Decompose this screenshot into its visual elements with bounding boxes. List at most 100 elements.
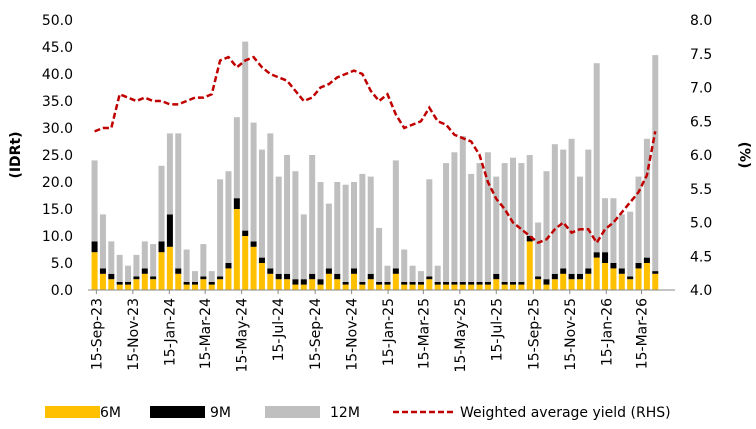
- bar: [417, 281, 424, 285]
- bar: [275, 176, 282, 274]
- bar: [125, 265, 132, 282]
- bar: [551, 273, 558, 280]
- bar: [443, 284, 450, 290]
- y2-tick-label: 6.0: [690, 148, 712, 164]
- x-tick-label: 15-Jan-25: [381, 298, 397, 366]
- bar: [384, 265, 391, 282]
- bar: [342, 281, 349, 285]
- bar: [618, 214, 625, 269]
- bar: [351, 268, 358, 274]
- legend-label: 12M: [330, 405, 360, 421]
- bar: [191, 281, 198, 285]
- x-tick-label: 15-Jul-25: [489, 298, 505, 361]
- bar: [258, 149, 265, 258]
- bar: [434, 265, 441, 282]
- bar: [300, 279, 307, 285]
- bar: [275, 279, 282, 290]
- bar: [233, 117, 240, 199]
- x-tick-label: 15-Nov-25: [563, 298, 579, 371]
- bar: [200, 276, 207, 280]
- y-axis-title: (IDRt): [8, 131, 24, 178]
- bar: [501, 281, 508, 285]
- bar: [125, 281, 132, 285]
- bar: [91, 252, 98, 290]
- bar: [610, 268, 617, 290]
- bar: [560, 149, 567, 269]
- bar: [150, 276, 157, 280]
- bar: [602, 252, 609, 263]
- bar: [652, 55, 659, 272]
- bar: [284, 155, 291, 274]
- bar: [133, 279, 140, 290]
- bar: [643, 263, 650, 290]
- bar: [334, 279, 341, 290]
- bar: [309, 155, 316, 274]
- bar: [250, 246, 257, 290]
- bar: [275, 273, 282, 280]
- bar: [493, 176, 500, 274]
- bar: [459, 281, 466, 285]
- bar: [351, 273, 358, 290]
- bar: [451, 284, 458, 290]
- bar: [359, 173, 366, 282]
- bar: [476, 163, 483, 282]
- y2-tick-label: 4.0: [690, 283, 712, 299]
- legend-swatch: [265, 406, 320, 418]
- y-tick-label: 35.0: [42, 94, 73, 110]
- y2-tick-label: 5.0: [690, 216, 712, 232]
- bar: [284, 273, 291, 280]
- bar: [526, 155, 533, 236]
- bar: [543, 284, 550, 290]
- x-tick-label: 15-May-25: [453, 298, 469, 372]
- bar: [434, 284, 441, 290]
- bar: [217, 279, 224, 290]
- bar: [158, 252, 165, 290]
- bar: [417, 271, 424, 282]
- bar: [392, 268, 399, 274]
- yield-line: [94, 55, 657, 246]
- x-tick-label: 15-Sep-23: [89, 298, 105, 370]
- bar: [459, 284, 466, 290]
- bar: [351, 182, 358, 269]
- y2-tick-label: 7.0: [690, 81, 712, 97]
- bar: [217, 276, 224, 280]
- bar: [200, 279, 207, 290]
- bar: [116, 284, 123, 290]
- bar: [309, 273, 316, 280]
- bar: [267, 268, 274, 274]
- bar: [543, 279, 550, 285]
- y-tick-label: 30.0: [42, 121, 73, 137]
- bar: [585, 149, 592, 269]
- bar: [325, 203, 332, 269]
- bar: [576, 273, 583, 280]
- y-tick-label: 0.0: [51, 283, 73, 299]
- bar: [376, 227, 383, 282]
- bar: [409, 284, 416, 290]
- y2-tick-label: 4.5: [690, 249, 712, 265]
- bar: [443, 163, 450, 282]
- x-tick-label: 15-May-24: [235, 298, 251, 373]
- bar: [166, 246, 173, 290]
- bar: [242, 230, 249, 236]
- bar: [468, 284, 475, 290]
- bar: [585, 268, 592, 274]
- bar: [108, 273, 115, 280]
- bar: [518, 284, 525, 290]
- legend-swatch: [45, 406, 100, 418]
- bar: [141, 241, 148, 269]
- bar: [292, 284, 299, 290]
- bar: [551, 144, 558, 274]
- bar: [451, 281, 458, 285]
- bar: [635, 268, 642, 290]
- bar: [635, 263, 642, 269]
- bar: [325, 268, 332, 274]
- bar: [116, 254, 123, 282]
- bar: [392, 160, 399, 269]
- bar: [401, 249, 408, 282]
- bar: [99, 268, 106, 274]
- bar: [451, 152, 458, 282]
- bar: [510, 281, 517, 285]
- bar: [367, 279, 374, 290]
- bar: [91, 241, 98, 253]
- bar: [334, 273, 341, 280]
